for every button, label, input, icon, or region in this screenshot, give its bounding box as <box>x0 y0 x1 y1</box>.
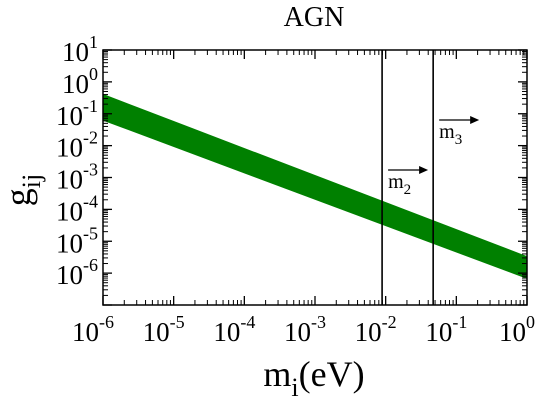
mass-label-m3: m3 <box>439 121 462 148</box>
x-tick-label: 100 <box>499 312 535 347</box>
y-axis-label: gij <box>0 174 46 206</box>
y-tick-label: 101 <box>62 32 98 67</box>
x-axis-label-sub: i <box>291 373 298 402</box>
x-axis-label-rest: (eV) <box>299 354 365 394</box>
y-tick-label: 10-4 <box>56 191 98 226</box>
tick-layer: 10-6 10-5 10-4 10-3 10-2 10-1 10010-610-510-41… <box>56 32 535 347</box>
y-tick-label: 10-2 <box>56 128 98 163</box>
x-tick-label: 10-2 <box>355 312 397 347</box>
y-tick-label: 10-3 <box>56 160 98 195</box>
x-tick-label: 10-5 <box>143 312 185 347</box>
x-tick-label: 10-4 <box>213 312 255 347</box>
y-tick-label: 10-1 <box>56 96 98 131</box>
coupling-band <box>103 93 527 279</box>
mass-arrow-m3-head <box>470 116 480 124</box>
y-axis-label-sub: ij <box>17 174 46 188</box>
mass-arrow-m2-head <box>419 166 429 174</box>
mass-label-m2: m2 <box>388 171 411 198</box>
y-axis-label-base: g <box>0 188 38 206</box>
x-axis-label: mi(eV) <box>263 354 364 402</box>
band-layer <box>103 93 527 279</box>
x-axis-label-base: m <box>263 354 291 394</box>
vline-layer: m2 m3 <box>381 50 480 305</box>
x-tick-label: 10-6 <box>72 312 114 347</box>
y-tick-label: 10-6 <box>56 255 98 290</box>
chart-title: AGN <box>284 2 345 33</box>
x-tick-label: 10-1 <box>425 312 467 347</box>
x-tick-label: 10-3 <box>284 312 326 347</box>
y-tick-label: 100 <box>62 64 98 99</box>
y-tick-label: 10-5 <box>56 223 98 258</box>
